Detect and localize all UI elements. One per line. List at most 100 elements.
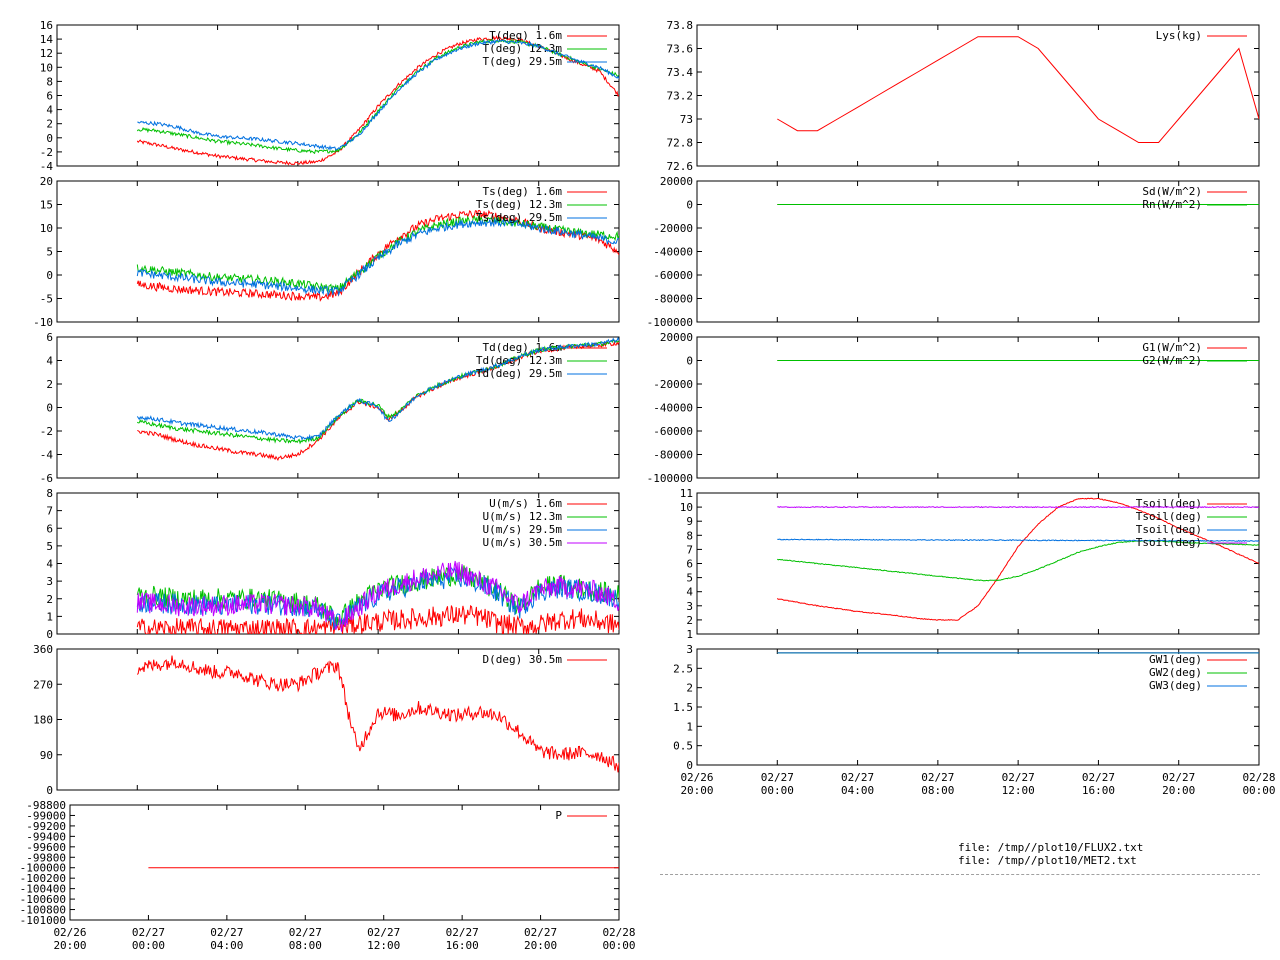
legend-label: Td(deg) 29.5m	[476, 367, 562, 380]
y-tick-label: -100200	[20, 872, 66, 885]
y-tick-label: -99000	[26, 809, 66, 822]
y-tick-label: 10	[680, 501, 693, 514]
legend-label: U(m/s) 12.3m	[483, 510, 563, 523]
legend-label: Ts(deg) 1.6m	[483, 185, 563, 198]
y-tick-label: 6	[46, 522, 53, 535]
y-tick-label: 8	[46, 75, 53, 88]
y-tick-label: -99400	[26, 830, 66, 843]
y-tick-label: 20	[40, 175, 53, 188]
x-tick-label: 16:00	[1082, 784, 1115, 797]
legend-label: U(m/s) 1.6m	[489, 497, 562, 510]
y-tick-label: -100800	[20, 904, 66, 917]
y-tick-label: 360	[33, 643, 53, 656]
x-tick-label: 00:00	[761, 784, 794, 797]
legend-label: G2(W/m^2)	[1142, 354, 1202, 367]
y-tick-label: -60000	[653, 269, 693, 282]
y-tick-label: 4	[46, 104, 53, 117]
x-tick-label: 12:00	[1002, 784, 1035, 797]
x-tick-label: 02/27	[132, 926, 165, 939]
y-tick-label: 73	[680, 113, 693, 126]
y-tick-label: 180	[33, 714, 53, 727]
legend-label: U(m/s) 30.5m	[483, 536, 563, 549]
x-tick-label: 02/28	[1242, 771, 1275, 784]
y-tick-label: 8	[46, 487, 53, 500]
y-tick-label: -2	[40, 425, 53, 438]
y-tick-label: 90	[40, 749, 53, 762]
x-tick-label: 08:00	[289, 939, 322, 952]
y-tick-label: 6	[686, 558, 693, 571]
series-line	[777, 36, 1259, 143]
x-tick-label: 02/27	[841, 771, 874, 784]
y-tick-label: 0	[46, 269, 53, 282]
legend-label: Td(deg) 12.3m	[476, 354, 562, 367]
radiation-chart: -100000 -80000 -60000 -40000 -20000 0 20000 Sd(…	[647, 175, 1260, 329]
y-tick-label: -99200	[26, 820, 66, 833]
x-tick-label: 08:00	[921, 784, 954, 797]
series-line	[136, 655, 619, 773]
x-tick-label: 02/27	[1162, 771, 1195, 784]
y-tick-label: 2.5	[673, 662, 693, 675]
x-tick-label: 16:00	[446, 939, 479, 952]
y-tick-label: -80000	[653, 293, 693, 306]
x-tick-label: 02/27	[1082, 771, 1115, 784]
legend-label: Td(deg) 1.6m	[483, 341, 563, 354]
y-tick-label: 4	[46, 355, 53, 368]
y-tick-label: 6	[46, 331, 53, 344]
y-tick-label: 1	[686, 628, 693, 641]
legend-label: Tsoil(deg)	[1136, 510, 1202, 523]
y-tick-label: -100400	[20, 883, 66, 896]
y-tick-label: 3	[46, 575, 53, 588]
series-line	[776, 539, 1259, 582]
y-tick-label: 1	[686, 720, 693, 733]
x-tick-label: 02/27	[210, 926, 243, 939]
series-line	[137, 39, 619, 151]
series-line	[136, 218, 619, 297]
y-tick-label: 9	[686, 515, 693, 528]
ground-flux-chart: -100000 -80000 -60000 -40000 -20000 0 20000 G1(…	[647, 331, 1260, 485]
y-tick-label: -20000	[653, 378, 693, 391]
y-tick-label: 5	[46, 540, 53, 553]
y-tick-label: 6	[46, 90, 53, 103]
legend-label: U(m/s) 29.5m	[483, 523, 563, 536]
y-tick-label: 0	[686, 759, 693, 772]
y-tick-label: 12	[40, 47, 53, 60]
series-line	[136, 560, 619, 632]
y-tick-label: 5	[46, 246, 53, 259]
y-tick-label: -4	[40, 160, 54, 173]
y-tick-label: 0	[686, 355, 693, 368]
legend-label: D(deg) 30.5m	[483, 653, 563, 666]
y-tick-label: 73.6	[667, 43, 694, 56]
y-tick-label: 2	[46, 593, 53, 606]
series-line	[136, 565, 619, 627]
x-tick-label: 02/26	[680, 771, 713, 784]
y-tick-label: 20000	[660, 331, 693, 344]
legend-label: Tsoil(deg)	[1136, 497, 1202, 510]
legend-label: GW2(deg)	[1149, 666, 1202, 679]
y-tick-label: 73.2	[667, 90, 694, 103]
x-tick-label: 12:00	[367, 939, 400, 952]
x-tick-label: 20:00	[1162, 784, 1195, 797]
y-tick-label: 16	[40, 19, 53, 32]
legend-label: Sd(W/m^2)	[1142, 185, 1202, 198]
y-tick-label: 2	[46, 378, 53, 391]
series-line	[776, 497, 1259, 621]
legend-label: Rn(W/m^2)	[1142, 198, 1202, 211]
file-label-flux: file: /tmp//plot10/FLUX2.txt	[958, 841, 1144, 854]
y-tick-label: 3	[686, 600, 693, 613]
y-tick-label: 4	[46, 558, 53, 571]
y-tick-label: 0	[46, 628, 53, 641]
y-tick-label: -99600	[26, 841, 66, 854]
y-tick-label: -100000	[20, 862, 66, 875]
y-tick-label: 7	[686, 543, 693, 556]
y-tick-label: 73.4	[667, 66, 694, 79]
series-line	[777, 538, 1259, 542]
legend-label: Tsoil(deg)	[1136, 536, 1202, 549]
file-label-met: file: /tmp//plot10/MET2.txt	[958, 854, 1137, 867]
y-tick-label: 10	[40, 61, 53, 74]
legend-label: Tsoil(deg)	[1136, 523, 1202, 536]
x-tick-label: 02/27	[921, 771, 954, 784]
series-line	[136, 215, 619, 294]
